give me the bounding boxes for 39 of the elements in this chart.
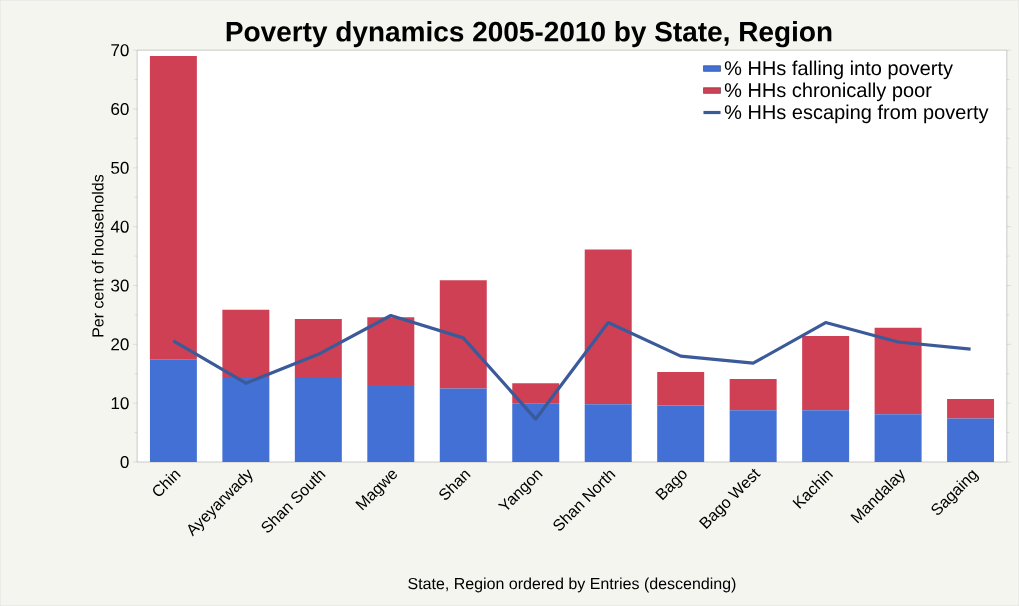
y-tick-label: 10 xyxy=(111,397,129,410)
y-tick-label: 50 xyxy=(111,161,129,174)
bar xyxy=(874,327,922,415)
bar xyxy=(439,388,487,462)
x-tick-label: Chin xyxy=(153,470,181,496)
y-tick-label: 60 xyxy=(111,102,129,115)
y-tick-label: 20 xyxy=(111,338,129,351)
bar xyxy=(512,403,560,462)
bar xyxy=(584,404,632,462)
legend-label: % HHs chronically poor xyxy=(724,82,932,102)
y-tick-label: 0 xyxy=(120,455,129,468)
x-axis-title: State, Region ordered by Entries (descending) xyxy=(408,577,736,593)
bar xyxy=(874,414,922,462)
bar xyxy=(584,249,632,405)
chart-title: Poverty dynamics 2005-2010 by State, Region xyxy=(226,21,832,48)
bar xyxy=(294,318,342,378)
bar xyxy=(222,309,270,378)
bar xyxy=(947,418,995,462)
bar xyxy=(657,371,705,406)
y-axis-title: Per cent of households xyxy=(91,174,104,337)
bar xyxy=(222,377,270,462)
bar xyxy=(367,384,415,462)
bar xyxy=(439,280,487,389)
bar xyxy=(657,405,705,462)
y-tick-label: 70 xyxy=(111,44,129,57)
bar xyxy=(802,336,850,411)
bar xyxy=(149,55,197,360)
line-series xyxy=(171,313,973,421)
bar xyxy=(294,377,342,462)
bar xyxy=(149,359,197,462)
y-tick-label: 40 xyxy=(110,220,129,233)
legend-label: % HHs falling into poverty xyxy=(724,60,953,80)
bar xyxy=(802,410,850,462)
bar xyxy=(729,378,777,411)
bar xyxy=(367,317,415,385)
legend-label: % HHs escaping from poverty xyxy=(724,104,989,124)
bar xyxy=(947,398,995,419)
bar xyxy=(729,410,777,462)
y-tick-label: 30 xyxy=(111,279,129,292)
